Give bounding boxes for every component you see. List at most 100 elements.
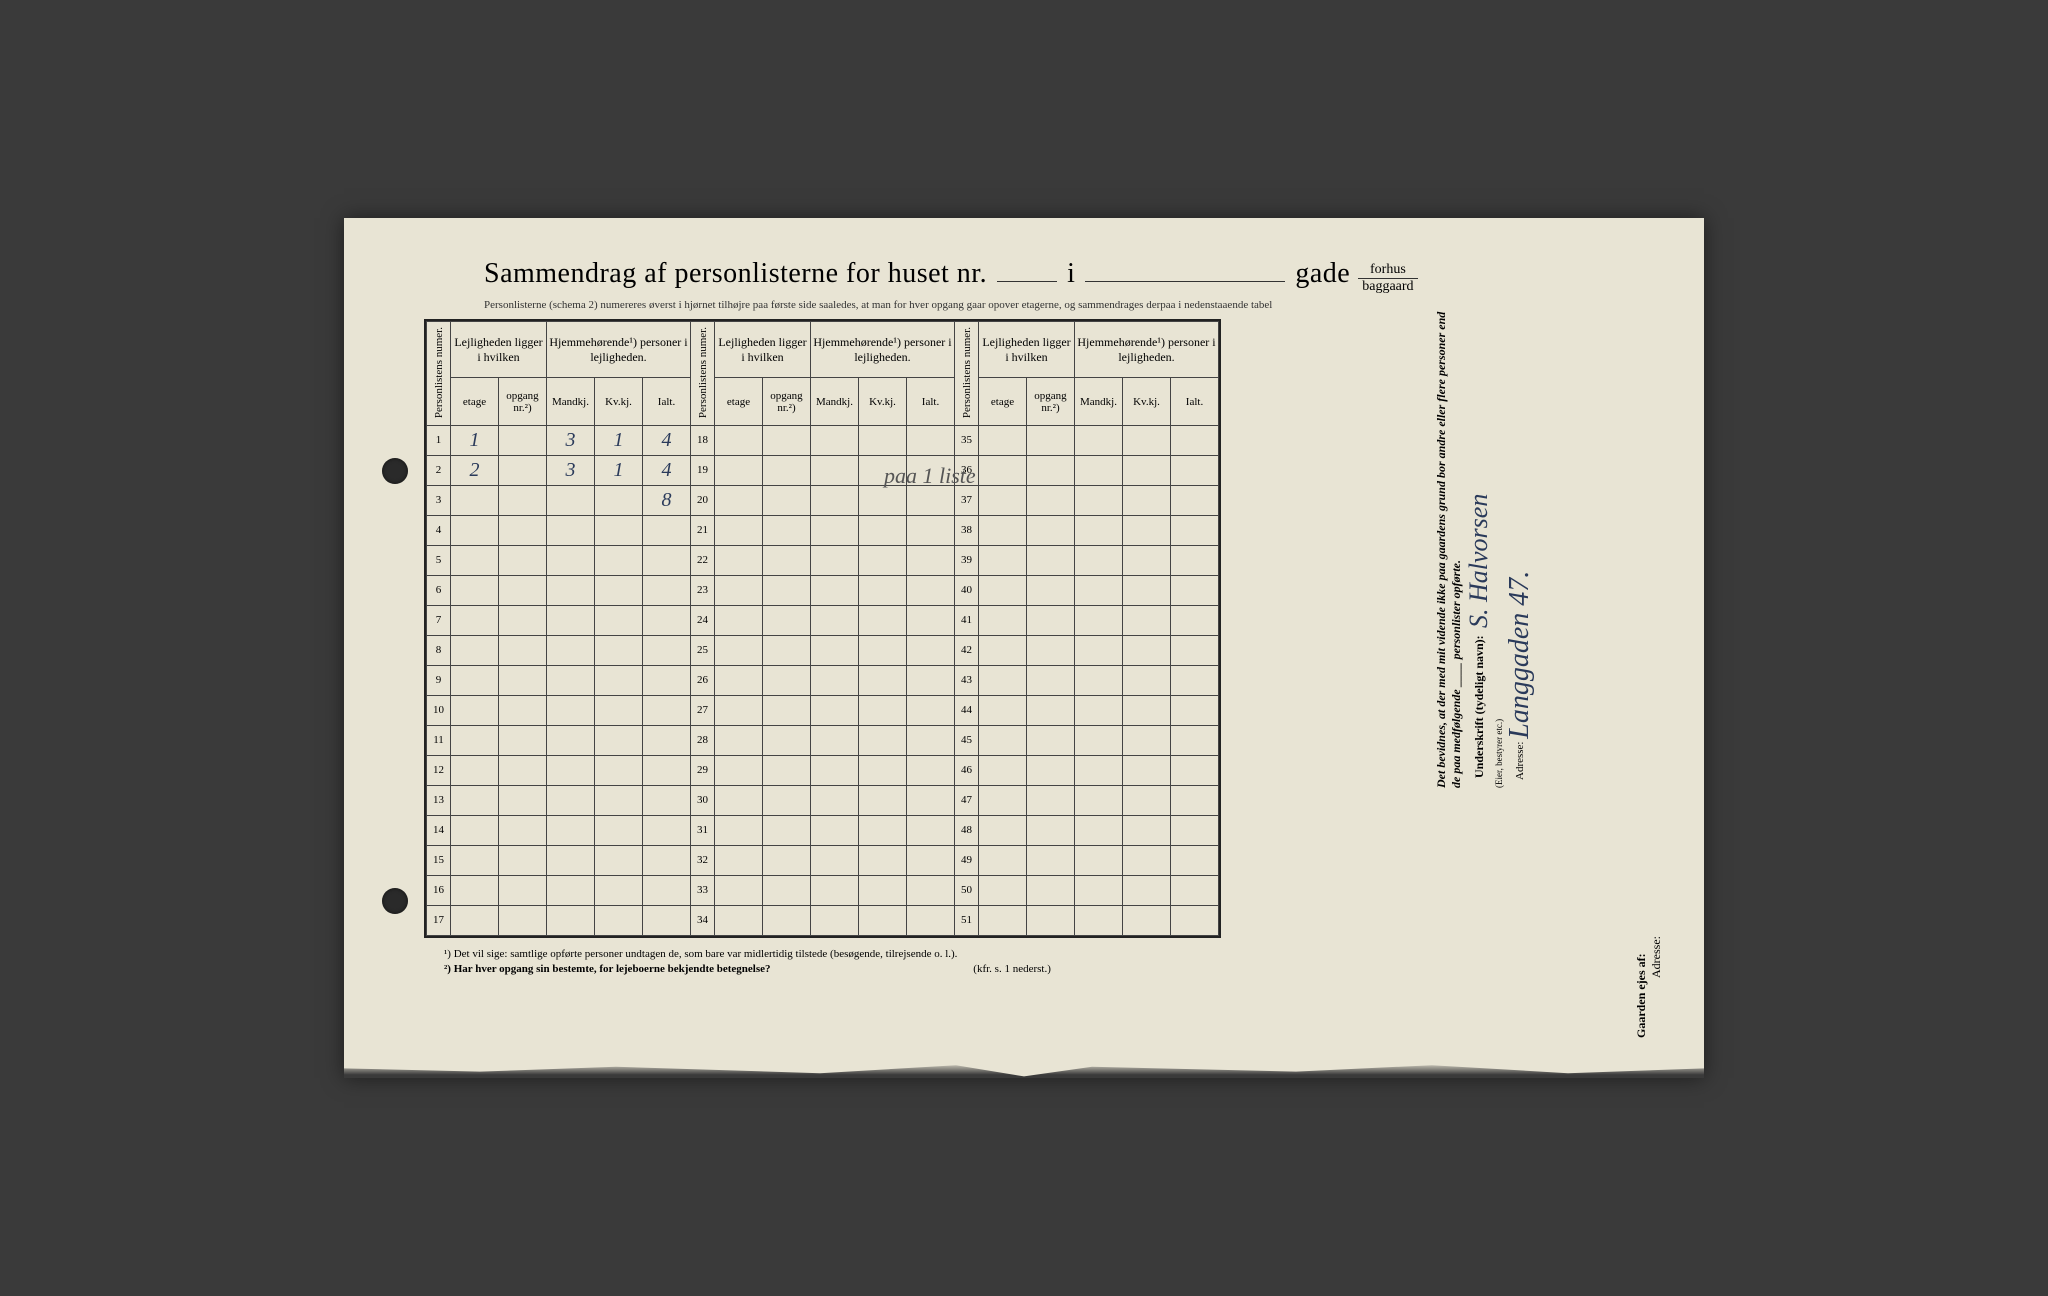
- cell-ialt: [907, 695, 955, 725]
- cell-mandkj: [547, 635, 595, 665]
- cell-ialt: [1171, 815, 1219, 845]
- col-opgang: opgang nr.²): [763, 378, 811, 426]
- cell-ialt: [907, 755, 955, 785]
- cell-kvkj: 1: [595, 425, 643, 455]
- col-personlistens-numer: Personlistens numer.: [691, 321, 715, 425]
- cell-etage: [979, 875, 1027, 905]
- cell-mandkj: [1075, 455, 1123, 485]
- cell-opgang: [763, 845, 811, 875]
- page-title: Sammendrag af personlisterne for huset n…: [484, 258, 987, 289]
- row-number: 44: [955, 695, 979, 725]
- cell-etage: [979, 605, 1027, 635]
- cell-opgang: [763, 755, 811, 785]
- handwritten-value: 3: [566, 459, 576, 481]
- table-row: 52239: [427, 545, 1219, 575]
- gaarden-ejes-label: Gaarden ejes af:: [1634, 936, 1649, 1038]
- row-number: 40: [955, 575, 979, 605]
- cell-etage: [715, 725, 763, 755]
- cell-mandkj: [811, 665, 859, 695]
- cell-opgang: [763, 875, 811, 905]
- row-number: 3: [427, 485, 451, 515]
- cell-etage: [715, 905, 763, 935]
- cell-mandkj: [811, 515, 859, 545]
- cell-kvkj: [1123, 695, 1171, 725]
- row-number: 19: [691, 455, 715, 485]
- col-kvkj: Kv.kj.: [1123, 378, 1171, 426]
- cell-mandkj: [811, 695, 859, 725]
- underskrift-bold: Underskrift (tydeligt navn):: [1472, 635, 1486, 778]
- table-row: 163350: [427, 875, 1219, 905]
- cell-kvkj: [1123, 755, 1171, 785]
- cell-kvkj: [859, 755, 907, 785]
- cell-etage: [979, 485, 1027, 515]
- cell-kvkj: [859, 905, 907, 935]
- right-panel: Det bevidnes, at der med mit vidende ikk…: [1424, 278, 1664, 798]
- cell-opgang: [763, 485, 811, 515]
- adresse-label: Adresse: Langgaden 47.: [1504, 288, 1536, 780]
- cell-mandkj: [1075, 605, 1123, 635]
- torn-edge: [344, 1062, 1704, 1078]
- cell-etage: [451, 815, 499, 845]
- cell-mandkj: [547, 845, 595, 875]
- cell-etage: [451, 695, 499, 725]
- cell-kvkj: [595, 605, 643, 635]
- cell-mandkj: [1075, 515, 1123, 545]
- row-number: 50: [955, 875, 979, 905]
- row-number: 9: [427, 665, 451, 695]
- cell-ialt: [1171, 695, 1219, 725]
- cell-kvkj: [595, 725, 643, 755]
- handwritten-value: 2: [470, 459, 480, 481]
- cell-mandkj: [547, 605, 595, 635]
- cell-mandkj: [1075, 875, 1123, 905]
- cell-mandkj: [547, 575, 595, 605]
- cell-etage: [715, 455, 763, 485]
- cell-kvkj: 1: [595, 455, 643, 485]
- cell-etage: [715, 875, 763, 905]
- cell-etage: [451, 785, 499, 815]
- cell-mandkj: [1075, 845, 1123, 875]
- cell-kvkj: [859, 515, 907, 545]
- cell-etage: 2: [451, 455, 499, 485]
- kfr-text: (kfr. s. 1 nederst.): [973, 963, 1051, 975]
- table-row: 62340: [427, 575, 1219, 605]
- cell-ialt: [1171, 605, 1219, 635]
- cell-opgang: [763, 515, 811, 545]
- cell-mandkj: [547, 785, 595, 815]
- cell-mandkj: [547, 545, 595, 575]
- cell-etage: [451, 905, 499, 935]
- col-ialt: Ialt.: [1171, 378, 1219, 426]
- cell-etage: 1: [451, 425, 499, 455]
- cell-kvkj: [1123, 845, 1171, 875]
- cell-ialt: [643, 755, 691, 785]
- cell-opgang: [1027, 725, 1075, 755]
- cell-mandkj: [547, 905, 595, 935]
- cell-kvkj: [595, 755, 643, 785]
- row-number: 35: [955, 425, 979, 455]
- cell-ialt: [1171, 875, 1219, 905]
- cell-opgang: [1027, 635, 1075, 665]
- cell-kvkj: [595, 545, 643, 575]
- cell-kvkj: [1123, 815, 1171, 845]
- cell-etage: [715, 545, 763, 575]
- cell-opgang: [499, 845, 547, 875]
- cell-ialt: [643, 725, 691, 755]
- cell-ialt: [907, 545, 955, 575]
- cell-etage: [979, 635, 1027, 665]
- cell-opgang: [763, 665, 811, 695]
- row-number: 24: [691, 605, 715, 635]
- cell-etage: [715, 515, 763, 545]
- cell-etage: [979, 575, 1027, 605]
- cell-etage: [979, 455, 1027, 485]
- cell-ialt: [643, 515, 691, 545]
- cell-etage: [979, 425, 1027, 455]
- cell-kvkj: [595, 515, 643, 545]
- col-opgang: opgang nr.²): [1027, 378, 1075, 426]
- footnote-2: ²) Har hver opgang sin bestemte, for lej…: [444, 963, 1654, 975]
- cell-kvkj: [1123, 905, 1171, 935]
- cell-ialt: [1171, 485, 1219, 515]
- row-number: 10: [427, 695, 451, 725]
- cell-ialt: [1171, 455, 1219, 485]
- adresse-label-text: Adresse:: [1514, 742, 1526, 781]
- cell-mandkj: [547, 515, 595, 545]
- cell-etage: [451, 635, 499, 665]
